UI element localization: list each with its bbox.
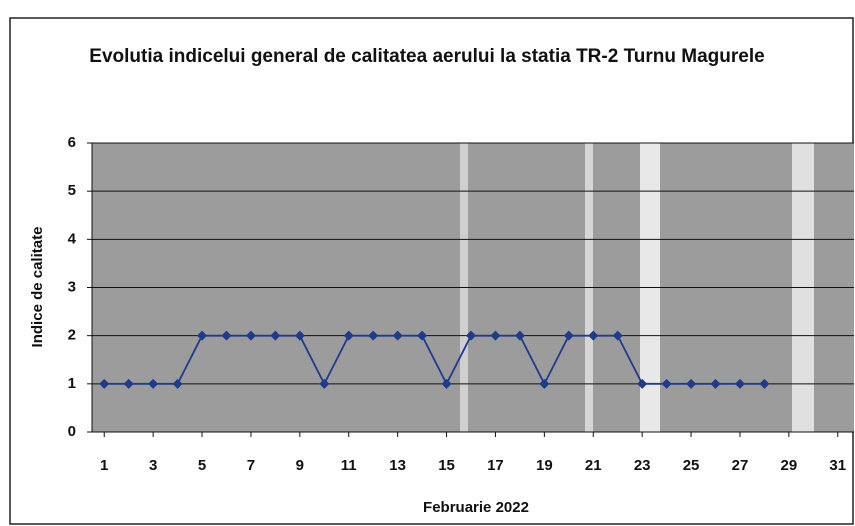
x-tick-label: 7 bbox=[247, 457, 255, 474]
x-tick-label: 11 bbox=[341, 457, 357, 474]
data-point bbox=[539, 378, 550, 389]
data-point bbox=[172, 378, 183, 389]
y-tick-label: 6 bbox=[68, 134, 76, 151]
data-point bbox=[661, 378, 672, 389]
data-point bbox=[686, 378, 697, 389]
data-point bbox=[123, 378, 134, 389]
y-tick-label: 0 bbox=[68, 423, 76, 440]
x-tick-label: 21 bbox=[585, 457, 602, 474]
x-tick-label: 5 bbox=[198, 457, 206, 474]
data-point bbox=[466, 330, 476, 341]
data-point bbox=[319, 378, 330, 389]
y-tick-label: 2 bbox=[68, 327, 76, 344]
data-point bbox=[99, 378, 110, 389]
x-tick-label: 19 bbox=[536, 457, 553, 474]
x-tick-label: 31 bbox=[829, 457, 846, 474]
y-tick-label: 1 bbox=[68, 375, 76, 392]
x-tick-label: 13 bbox=[389, 457, 406, 474]
data-point bbox=[514, 330, 525, 341]
x-axis-label: Februarie 2022 bbox=[423, 499, 529, 516]
data-point bbox=[612, 330, 623, 341]
y-axis-label: Indice de calitate bbox=[29, 227, 46, 348]
x-tick-label: 3 bbox=[149, 457, 157, 474]
data-point bbox=[759, 378, 770, 389]
x-tick-label: 29 bbox=[781, 457, 798, 474]
y-tick-label: 3 bbox=[68, 278, 76, 295]
data-point bbox=[588, 330, 599, 341]
data-point bbox=[197, 330, 208, 341]
data-point bbox=[368, 330, 379, 341]
data-point bbox=[417, 330, 428, 341]
x-tick-label: 27 bbox=[732, 457, 749, 474]
x-tick-label: 17 bbox=[487, 457, 504, 474]
data-point bbox=[148, 378, 159, 389]
x-tick-label: 25 bbox=[683, 457, 700, 474]
y-tick-label: 4 bbox=[68, 230, 77, 247]
data-point bbox=[637, 378, 648, 389]
data-point bbox=[441, 378, 452, 389]
data-point bbox=[221, 330, 232, 341]
data-point bbox=[294, 330, 305, 341]
data-point bbox=[270, 330, 281, 341]
data-line bbox=[104, 334, 765, 386]
data-point bbox=[245, 330, 256, 341]
data-point bbox=[563, 330, 574, 341]
x-tick-label: 9 bbox=[296, 457, 304, 474]
x-tick-label: 15 bbox=[438, 457, 455, 474]
data-point bbox=[490, 330, 501, 341]
y-tick-label: 5 bbox=[68, 182, 76, 199]
x-tick-label: 1 bbox=[100, 457, 108, 474]
data-point bbox=[343, 330, 354, 341]
chart-title: Evolutia indicelui general de calitatea … bbox=[89, 46, 765, 67]
data-point bbox=[392, 330, 403, 341]
x-tick-label: 23 bbox=[634, 457, 651, 474]
data-point bbox=[710, 378, 721, 389]
data-point bbox=[734, 378, 745, 389]
